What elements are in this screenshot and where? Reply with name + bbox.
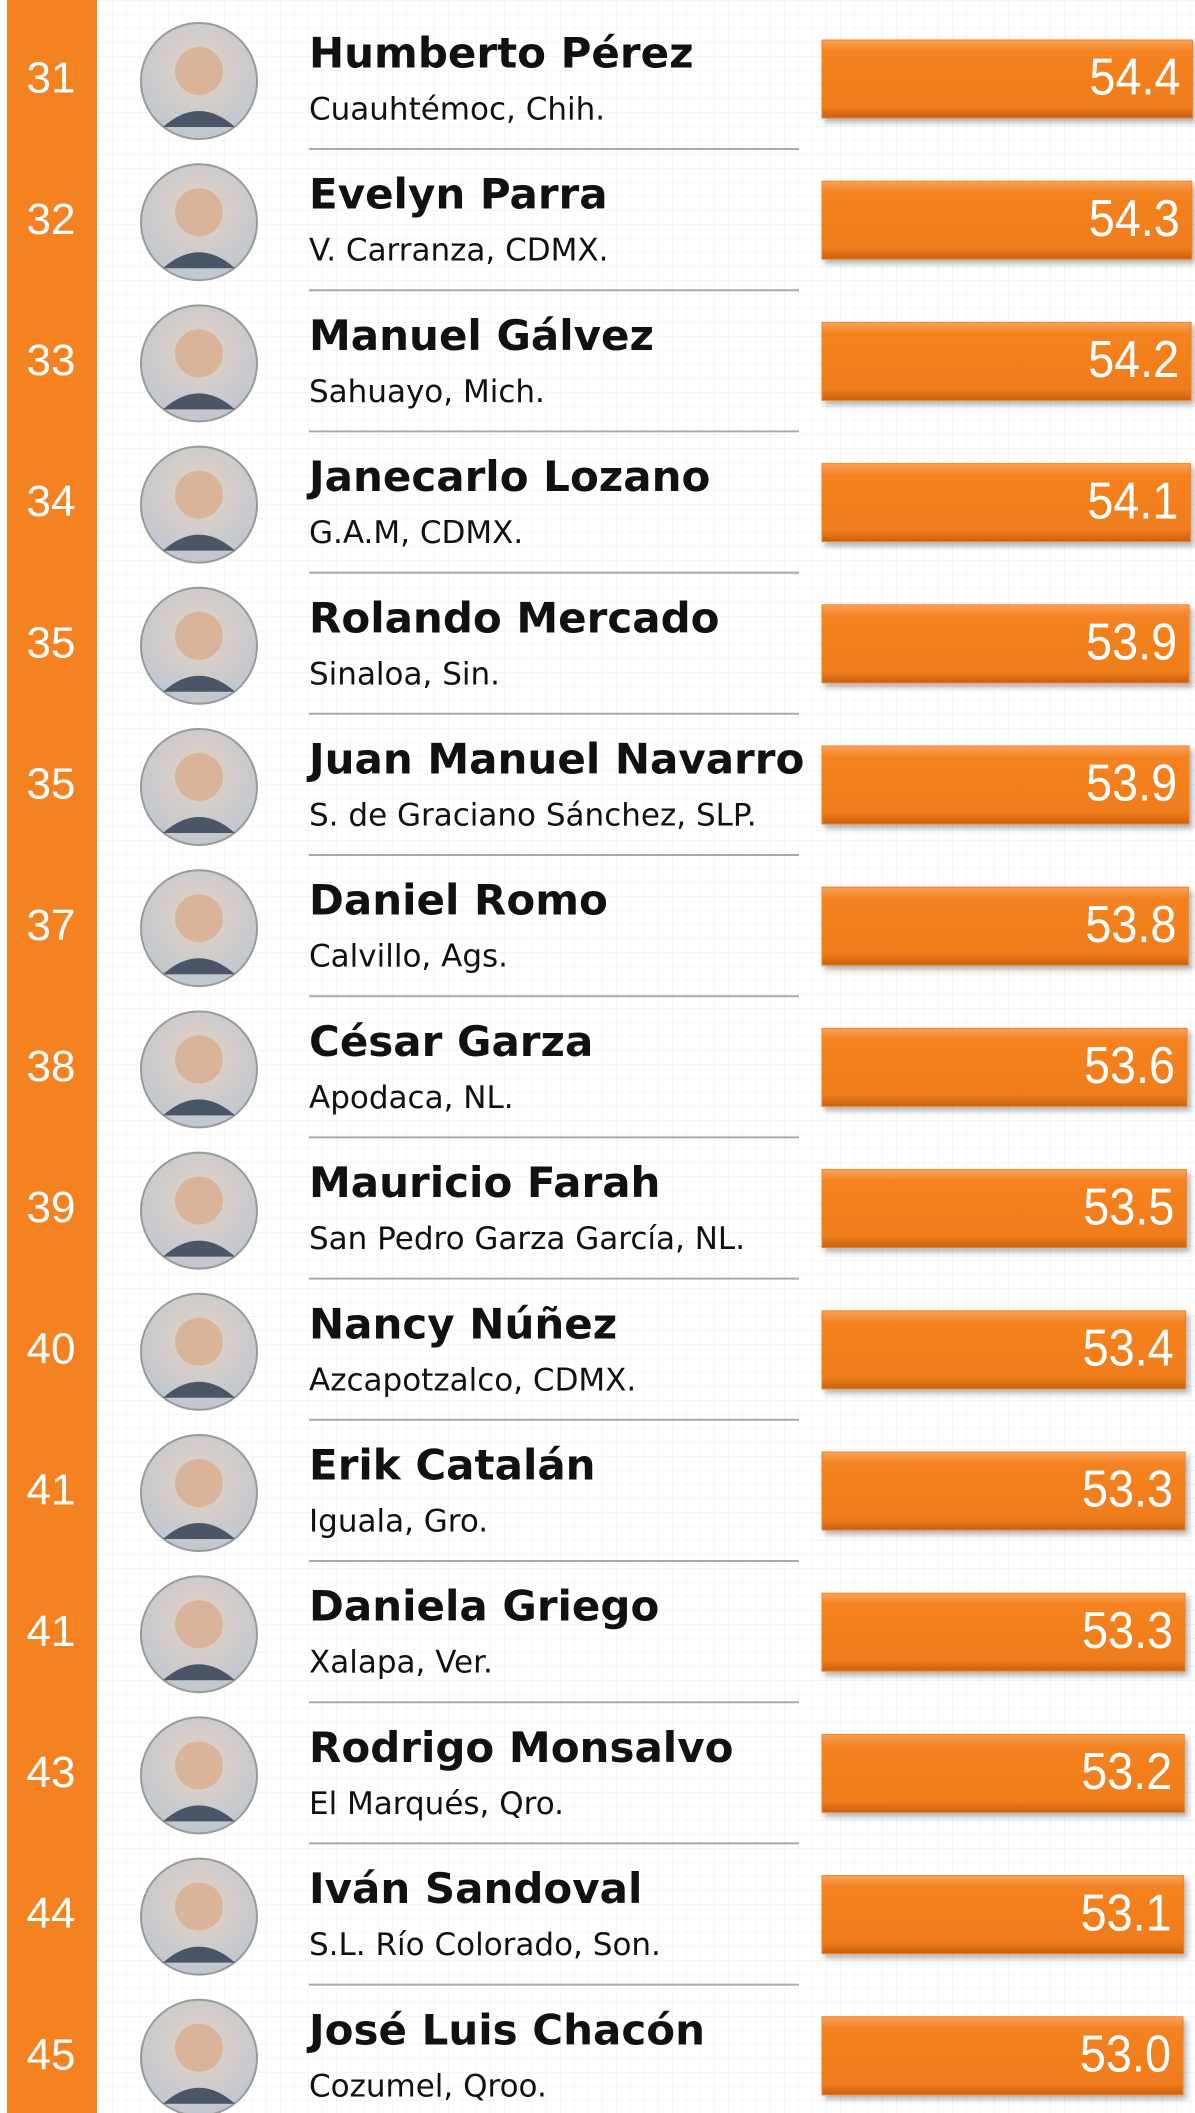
name: Rolando Mercado (309, 593, 720, 642)
value-label: 53.9 (1086, 613, 1177, 671)
value-label: 53.0 (1080, 2025, 1171, 2083)
location: Sinaloa, Sin. (309, 656, 500, 692)
avatar-head (175, 753, 223, 801)
rank: 40 (27, 1324, 76, 1373)
name: Manuel Gálvez (309, 311, 654, 360)
name: Humberto Pérez (309, 29, 694, 78)
name: Erik Catalán (309, 1441, 596, 1490)
location: Azcapotzalco, CDMX. (309, 1362, 636, 1398)
rank: 44 (27, 1889, 76, 1938)
location: Calvillo, Ags. (309, 939, 508, 975)
rank: 32 (27, 195, 76, 244)
rank: 41 (27, 1607, 76, 1656)
value-label: 53.2 (1081, 1743, 1172, 1801)
rank: 33 (27, 336, 76, 385)
avatar-head (175, 1741, 223, 1789)
value-label: 53.5 (1083, 1178, 1174, 1236)
location: G.A.M, CDMX. (309, 515, 523, 551)
value-label: 53.9 (1086, 754, 1177, 812)
avatar-head (175, 1035, 223, 1083)
name: José Luis Chacón (306, 2005, 705, 2054)
value-label: 53.4 (1083, 1319, 1174, 1377)
avatar-head (175, 1459, 223, 1507)
value-label: 53.6 (1084, 1037, 1175, 1095)
chart: 31 Humberto Pérez Cuauhtémoc, Chih. 54.4 32 E… (0, 0, 1195, 2113)
value-label: 54.2 (1088, 331, 1179, 389)
location: El Marqués, Qro. (309, 1786, 564, 1822)
value-label: 54.1 (1087, 472, 1178, 530)
location: Iguala, Gro. (309, 1504, 488, 1540)
name: César Garza (309, 1017, 593, 1066)
avatar-head (175, 329, 223, 377)
rank: 34 (27, 477, 76, 526)
rank: 39 (27, 1183, 76, 1232)
location: Cuauhtémoc, Chih. (309, 92, 605, 128)
location: Apodaca, NL. (309, 1080, 514, 1116)
name: Nancy Núñez (309, 1299, 617, 1348)
location: Cozumel, Qroo. (309, 2068, 547, 2104)
value-label: 53.3 (1082, 1460, 1173, 1518)
value-label: 54.3 (1089, 190, 1180, 248)
rank: 41 (27, 1466, 76, 1515)
name: Juan Manuel Navarro (306, 735, 804, 784)
avatar-head (175, 612, 223, 660)
avatar-head (175, 2024, 223, 2072)
name: Iván Sandoval (309, 1864, 642, 1913)
name: Janecarlo Lozano (306, 452, 710, 501)
rank: 37 (27, 901, 76, 950)
avatar-head (175, 1177, 223, 1225)
avatar-head (175, 47, 223, 95)
value-label: 54.4 (1089, 48, 1180, 106)
location: S. de Graciano Sánchez, SLP. (309, 798, 757, 834)
location: Xalapa, Ver. (309, 1645, 493, 1681)
name: Daniel Romo (309, 876, 608, 925)
value-label: 53.3 (1082, 1602, 1173, 1660)
avatar-head (175, 1883, 223, 1931)
value-label: 53.8 (1085, 896, 1176, 954)
name: Rodrigo Monsalvo (309, 1723, 733, 1772)
location: S.L. Río Colorado, Son. (309, 1927, 661, 1963)
value-label: 53.1 (1081, 1884, 1172, 1942)
avatar-head (175, 1600, 223, 1648)
avatar-head (175, 188, 223, 236)
rank: 31 (27, 54, 76, 103)
name: Daniela Griego (309, 1582, 659, 1631)
rank: 35 (27, 618, 76, 667)
rank: 38 (27, 1042, 76, 1091)
avatar-head (175, 1318, 223, 1366)
avatar-head (175, 471, 223, 519)
location: V. Carranza, CDMX. (309, 233, 608, 269)
location: Sahuayo, Mich. (309, 374, 545, 410)
rank: 45 (27, 2030, 76, 2079)
avatar-head (175, 894, 223, 942)
location: San Pedro Garza García, NL. (309, 1221, 745, 1257)
rank: 43 (27, 1748, 76, 1797)
rank: 35 (27, 760, 76, 809)
name: Evelyn Parra (309, 170, 608, 219)
name: Mauricio Farah (309, 1158, 660, 1207)
